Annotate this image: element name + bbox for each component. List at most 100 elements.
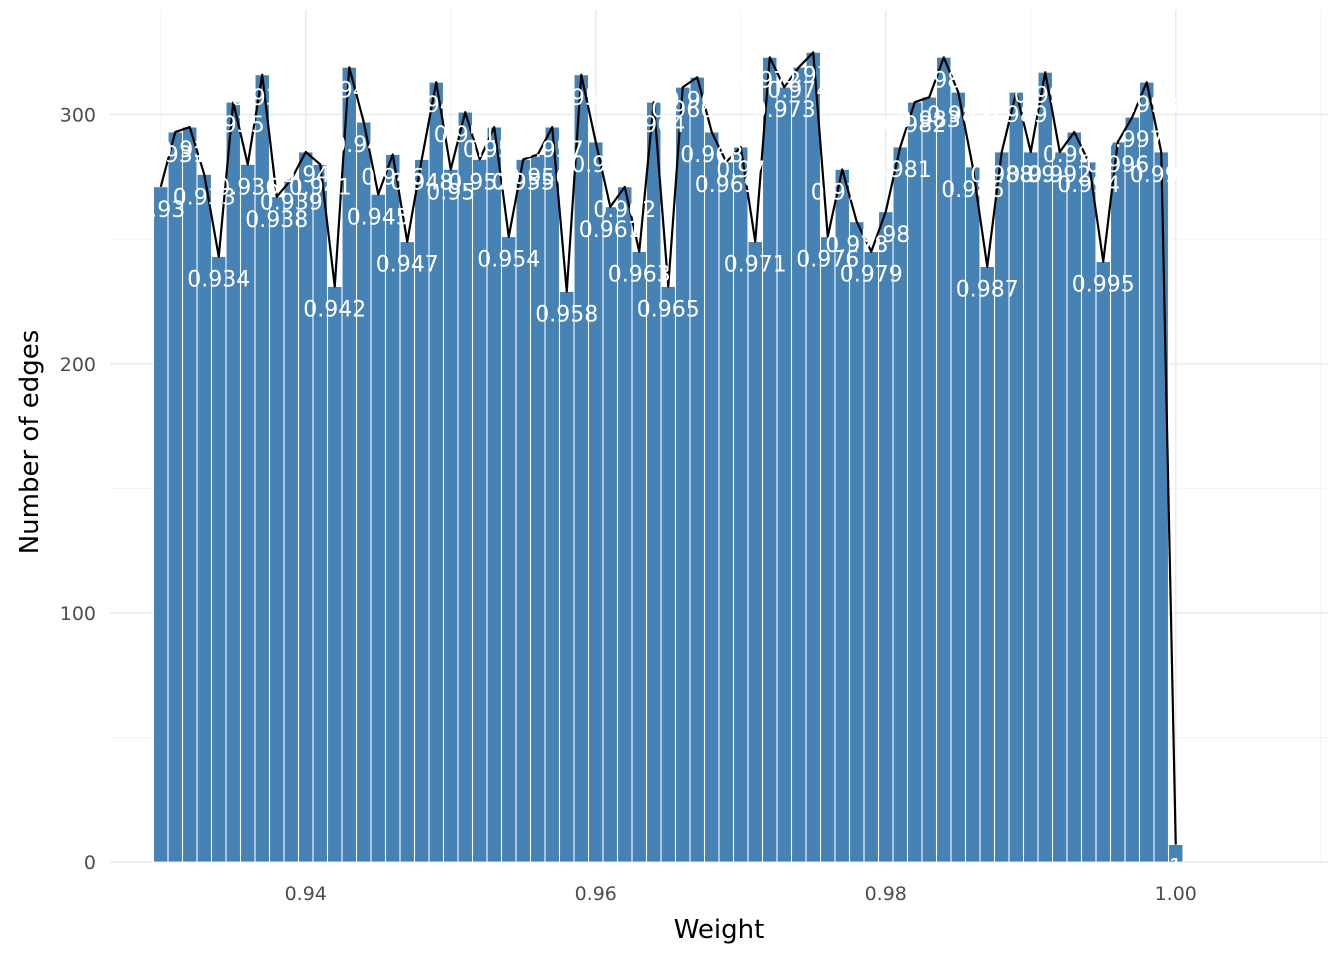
- bar: [892, 146, 908, 863]
- y-tick-label: 100: [60, 603, 96, 625]
- bar: [791, 66, 807, 863]
- bar: [1037, 71, 1053, 863]
- bar-value-label: 0.954: [477, 248, 540, 273]
- bar-value-label: 0.999: [1130, 163, 1193, 188]
- bar: [153, 186, 169, 863]
- bar-value-label: 0.935: [202, 113, 265, 138]
- trend-line-layer: [159, 51, 1177, 845]
- bar-value-label: 0.963: [608, 263, 671, 288]
- bar-value-label: 0.932: [158, 138, 221, 163]
- bar-value-label: 0.968: [680, 143, 743, 168]
- bar: [1168, 844, 1184, 863]
- bar: [327, 286, 343, 863]
- bar-value-label: 0.992: [1028, 163, 1091, 188]
- bar-value-label: 0.978: [825, 233, 888, 258]
- x-tick-label: 1.00: [1155, 883, 1197, 905]
- bar: [182, 126, 198, 863]
- bar-value-label: 0.983: [898, 108, 961, 133]
- bar-value-label: 0.946: [361, 165, 424, 190]
- bar: [631, 251, 647, 863]
- bar: [1008, 91, 1024, 863]
- bar-value-label: 0.96: [571, 153, 620, 178]
- bar: [457, 111, 473, 863]
- bar: [675, 86, 691, 863]
- bar: [979, 266, 995, 863]
- bar-value-label: 0.966: [651, 98, 714, 123]
- bar-value-label: 0.958: [535, 303, 598, 328]
- x-tick-label: 0.98: [865, 883, 907, 905]
- y-tick-label: 200: [60, 354, 96, 376]
- bar-value-label: 0.936: [216, 175, 279, 200]
- bar-value-label: 0.934: [187, 268, 250, 293]
- bar-value-label: 0.993: [1043, 143, 1106, 168]
- bar-value-label: 0.933: [173, 185, 236, 210]
- bar-value-label: 0.938: [245, 208, 308, 233]
- bar-value-label: 0.974: [767, 78, 830, 103]
- bar: [878, 211, 894, 863]
- bar: [1052, 151, 1068, 863]
- bar-value-label: 0.979: [840, 263, 903, 288]
- bar: [573, 74, 589, 863]
- bar: [283, 179, 299, 863]
- bar-value-label: 0.948: [390, 170, 453, 195]
- bar: [443, 169, 459, 863]
- bar-value-label: 0.984: [912, 68, 975, 93]
- bar-value-label: 0.976: [796, 248, 859, 273]
- bar-value-label: 0.972: [738, 68, 801, 93]
- bar-value-label: 0.964: [622, 113, 685, 138]
- bar: [312, 164, 328, 863]
- bar: [1139, 81, 1155, 863]
- bar-value-label: 0.99: [1006, 163, 1055, 188]
- x-tick-label: 0.96: [575, 883, 617, 905]
- bar-value-label: 0.949: [405, 93, 468, 118]
- bar: [1153, 151, 1169, 863]
- bar-value-label: 0.931: [144, 143, 207, 168]
- bar-value-label: 0.975: [782, 63, 845, 88]
- bar: [776, 86, 792, 863]
- bar: [1095, 261, 1111, 863]
- bar-value-label: 0.955: [492, 170, 555, 195]
- bar-value-label: 0.952: [448, 170, 511, 195]
- bar-value-label: 0.95: [426, 180, 475, 205]
- bar-value-label: 0.965: [637, 298, 700, 323]
- axis-ticks: 0.94 0.96 0.98 1.00 0 100 200 300: [60, 105, 1197, 905]
- bar: [1023, 151, 1039, 863]
- bar-value-label: 0.939: [260, 190, 323, 215]
- bar-value-label: 0.937: [231, 86, 294, 111]
- bar-value-label: 0.988: [970, 163, 1033, 188]
- bar-value-label: 0.957: [521, 138, 584, 163]
- bar: [660, 286, 676, 863]
- bar: [1110, 141, 1126, 863]
- bar: [849, 221, 865, 863]
- bar-value-label: 0.961: [579, 218, 642, 243]
- y-tick-label: 300: [60, 105, 96, 127]
- bar: [399, 241, 415, 863]
- bar-value-label: 0.943: [318, 78, 381, 103]
- bar: [167, 131, 183, 863]
- bar: [298, 151, 314, 863]
- bar: [994, 151, 1010, 863]
- bar: [747, 241, 763, 863]
- bar: [950, 91, 966, 863]
- bar-value-label: 0.977: [811, 180, 874, 205]
- trend-line: [159, 51, 1177, 845]
- bar-value-label: 0.996: [1086, 153, 1149, 178]
- bar-value-label: 0.971: [724, 253, 787, 278]
- bar-value-label: 0.982: [883, 113, 946, 138]
- bar-value-label: 0.989: [985, 103, 1048, 128]
- bar-value-label: 0.942: [303, 298, 366, 323]
- bar-value-label: 0.94: [281, 163, 330, 188]
- x-axis-title: Weight: [674, 915, 765, 945]
- bar-value-label: 0.985: [927, 103, 990, 128]
- bar-value-label: 0.998: [1115, 93, 1178, 118]
- bar-value-label: 0.994: [1057, 173, 1120, 198]
- bar: [1066, 131, 1082, 863]
- bar: [588, 141, 604, 863]
- bar: [225, 101, 241, 863]
- bars: [153, 51, 1184, 863]
- bar: [1124, 116, 1140, 863]
- bar: [559, 291, 575, 863]
